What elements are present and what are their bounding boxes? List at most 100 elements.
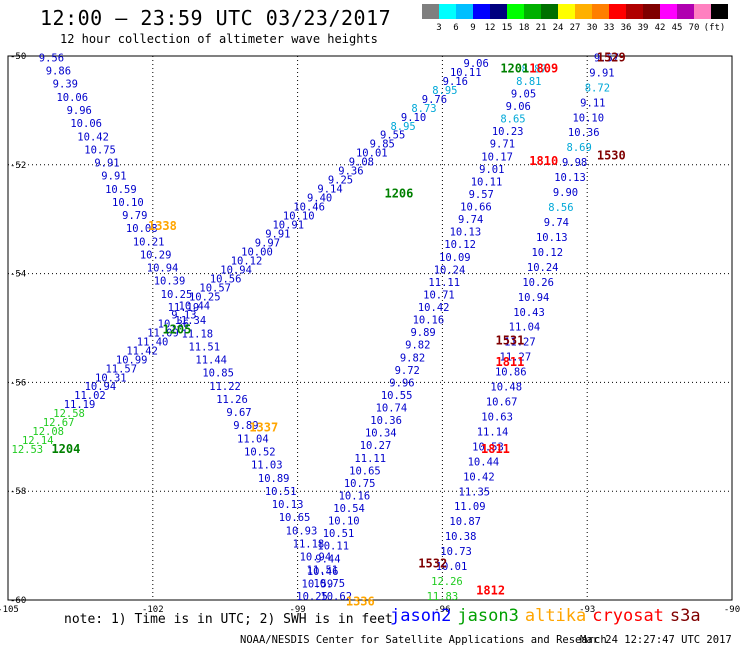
swh-value-jason2: 11.51: [188, 341, 220, 353]
time-label: 1201: [500, 61, 529, 75]
x-tick-label: -99: [289, 605, 305, 615]
y-tick-label: -58: [10, 487, 26, 497]
swh-value-altika: 9.06: [506, 101, 531, 113]
scale-label: 36: [620, 23, 632, 33]
time-label: 1204: [51, 442, 80, 456]
swh-value-altika: 8.87: [521, 63, 546, 75]
swh-value-altika: 10.24: [434, 264, 466, 276]
swh-value-jason2: 9.89: [233, 420, 258, 432]
scale-label: 39: [637, 23, 649, 33]
swh-value-jason3: 10.00: [241, 247, 273, 259]
swh-value-altika: 9.96: [389, 377, 414, 389]
swh-value-jason2: 11.18: [181, 328, 213, 340]
legend-jason3: jason3: [457, 606, 519, 626]
swh-value-altika: 9.71: [490, 139, 515, 151]
time-label: 1810: [529, 154, 558, 168]
swh-value-jason2: 10.42: [77, 131, 109, 143]
swh-value-jason3: 10.56: [210, 273, 242, 285]
swh-value-jason3: 10.44: [179, 300, 211, 312]
swh-value-altika: 9.74: [458, 214, 483, 226]
satellite-legend: jason2 jason3 altika cryosat s3a: [390, 606, 707, 626]
x-tick-label: -90: [724, 605, 740, 615]
scale-swatch: [507, 4, 524, 19]
swh-value-altika: 10.17: [481, 151, 513, 163]
swh-value-cryosat: 11.35: [459, 486, 491, 498]
swh-value-altika: 10.27: [360, 440, 392, 452]
time-label: 1811: [481, 442, 510, 456]
swh-value-jason3: 8.95: [432, 85, 457, 97]
swh-value-jason3: 12.58: [53, 408, 85, 420]
swh-value-jason3: 9.97: [255, 238, 280, 250]
scale-swatch: [575, 4, 592, 19]
scale-swatch: [439, 4, 456, 19]
scale-label: 15: [501, 23, 513, 33]
swh-value-cryosat: 9.98: [562, 157, 587, 169]
swh-value-cryosat: 10.12: [531, 247, 563, 259]
swh-value-cryosat: 10.53: [472, 441, 504, 453]
swh-value-jason2: 9.91: [101, 171, 126, 183]
x-tick-label: -102: [142, 605, 164, 615]
swh-value-jason2: 9.79: [122, 210, 147, 222]
scale-label: 30: [586, 23, 598, 33]
swh-value-cryosat: 10.36: [568, 127, 600, 139]
swh-value-jason3: 12.14: [22, 435, 54, 447]
swh-value-jason3: 11.19: [64, 399, 96, 411]
swh-value-altika: 10.16: [339, 490, 371, 502]
scale-label: 18: [518, 23, 530, 33]
swh-value-jason2: 10.51: [265, 486, 297, 498]
swh-value-jason2: 10.94: [300, 552, 332, 564]
scale-swatch: [694, 4, 711, 19]
swh-value-cryosat: 10.63: [481, 411, 513, 423]
swh-value-jason2: 10.10: [112, 197, 144, 209]
swh-value-altika: 10.16: [413, 315, 445, 327]
swh-value-altika: 10.34: [365, 428, 397, 440]
swh-value-altika: 11.11: [428, 277, 460, 289]
swh-value-jason3: 11.02: [74, 390, 106, 402]
swh-value-cryosat: 9.74: [544, 217, 569, 229]
swh-value-cryosat: 10.38: [445, 531, 477, 543]
swh-value-cryosat: 10.94: [518, 292, 550, 304]
swh-value-jason2: 9.96: [67, 105, 92, 117]
swh-value-jason3: 10.46: [293, 202, 325, 214]
swh-value-jason2: 11.03: [251, 460, 283, 472]
credit-text: NOAA/NESDIS Center for Satellite Applica…: [240, 634, 607, 646]
swh-value-altika: 10.51: [323, 528, 355, 540]
swh-value-cryosat: 8.69: [567, 142, 592, 154]
swh-value-altika: 10.66: [460, 202, 492, 214]
swh-value-jason2: 10.08: [126, 223, 158, 235]
swh-value-altika: 11.11: [354, 453, 386, 465]
swh-value-jason3: 10.91: [272, 220, 304, 232]
swh-value-jason2: 11.19: [168, 302, 200, 314]
swh-value-jason2: 10.75: [313, 578, 345, 590]
swh-value-jason3: 10.01: [356, 148, 388, 160]
swh-value-jason2: 10.52: [244, 447, 276, 459]
swh-value-altika: 10.12: [444, 239, 476, 251]
page-title: 12:00 — 23:59 UTC 03/23/2017: [40, 6, 392, 30]
swh-value-jason3: 8.95: [390, 121, 415, 133]
swh-value-jason3: 9.13: [171, 309, 196, 321]
scale-swatch: [660, 4, 677, 19]
swh-value-jason3: 9.16: [443, 76, 468, 88]
swh-value-jason2: 10.39: [154, 276, 186, 288]
swh-value-jason2: 10.94: [147, 263, 179, 275]
swh-value-jason2: 10.93: [286, 525, 318, 537]
scale-swatch: [541, 4, 558, 19]
swh-value-cryosat: 11.14: [477, 426, 509, 438]
swh-value-altika: 8.81: [516, 76, 541, 88]
timestamp-text: Mar 24 12:27:47 UTC 2017: [580, 634, 732, 646]
scale-unit: (ft): [703, 23, 726, 33]
swh-value-jason2: 10.75: [84, 144, 116, 156]
swh-value-jason3: 9.10: [401, 112, 426, 124]
legend-cryosat: cryosat: [592, 606, 664, 626]
swh-value-jason3: 10.36: [158, 318, 190, 330]
swh-value-cryosat: 10.13: [554, 172, 586, 184]
swh-value-jason3: 11.40: [137, 336, 169, 348]
swh-value-jason2: 9.91: [94, 158, 119, 170]
swh-value-cryosat: 10.01: [436, 561, 468, 573]
swh-value-jason2: 11.26: [216, 394, 248, 406]
swh-value-cryosat: 10.87: [449, 516, 481, 528]
swh-value-jason3: 9.40: [307, 193, 332, 205]
scale-swatch: [422, 4, 439, 19]
y-tick-label: -50: [10, 52, 26, 62]
plot-frame: [7, 55, 733, 601]
